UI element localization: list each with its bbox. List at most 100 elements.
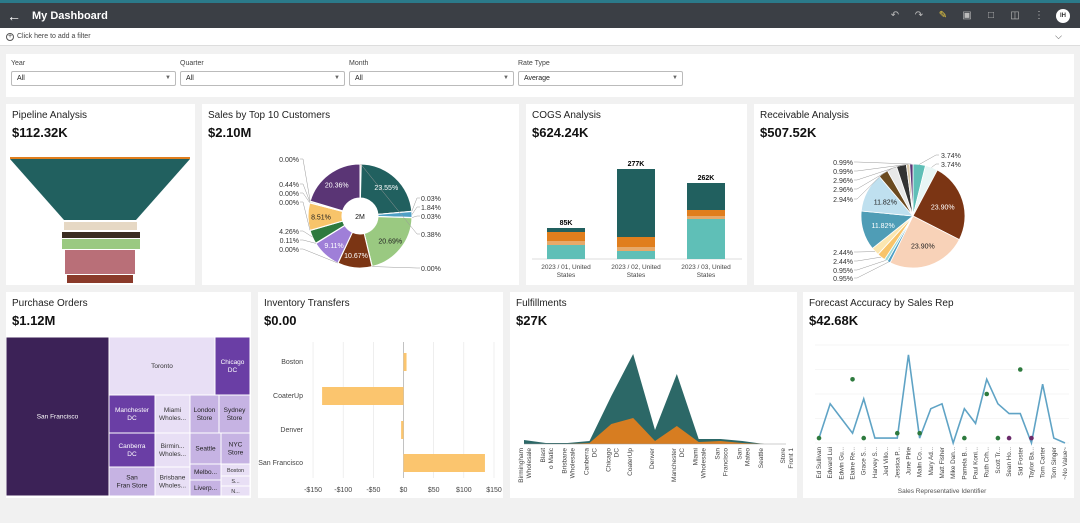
leader-line[interactable]: [411, 215, 420, 218]
treemap-cell[interactable]: [189, 432, 222, 465]
donut-slice[interactable]: [309, 163, 361, 212]
add-filter-icon[interactable]: +: [6, 32, 14, 41]
leader-line[interactable]: [854, 161, 912, 165]
comment-icon[interactable]: □: [987, 10, 995, 21]
purchase-card[interactable]: Purchase Orders $1.12M San Francisco Toro…: [6, 292, 251, 498]
leader-line[interactable]: [854, 173, 884, 200]
inventory-bar[interactable]: [322, 387, 404, 405]
year-select[interactable]: All ▼: [11, 71, 176, 86]
leader-line[interactable]: [300, 248, 338, 264]
treemap-cell[interactable]: [220, 432, 251, 465]
export-icon[interactable]: ◫: [1010, 10, 1020, 21]
funnel-stage[interactable]: [10, 159, 190, 220]
cogs-bar-segment[interactable]: [687, 183, 725, 210]
cogs-bar-segment[interactable]: [547, 232, 585, 241]
quarter-select[interactable]: All ▼: [180, 71, 345, 86]
cogs-bar-segment[interactable]: [687, 219, 725, 259]
cogs-bar-segment[interactable]: [617, 251, 655, 259]
treemap-cell[interactable]: [220, 485, 251, 497]
forecast-dot[interactable]: [850, 377, 855, 382]
funnel-stage[interactable]: [62, 232, 140, 238]
cogs-bar-segment[interactable]: [547, 241, 585, 245]
fulfillments-card[interactable]: Fulfillments $27K Birmingham Wholesale Bla…: [510, 292, 797, 498]
leader-line[interactable]: [411, 197, 420, 212]
treemap-cell[interactable]: [108, 394, 156, 434]
cogs-bar-segment[interactable]: [617, 237, 655, 247]
leader-line[interactable]: [854, 256, 882, 262]
forecast-dot[interactable]: [995, 435, 1001, 441]
leader-line[interactable]: [931, 163, 939, 168]
filter-funnel-icon[interactable]: ⌵: [1055, 31, 1062, 41]
leader-line[interactable]: [300, 239, 316, 244]
treemap-cell[interactable]: [108, 432, 156, 468]
funnel-stage[interactable]: [62, 239, 140, 249]
forecast-dot[interactable]: [861, 435, 867, 441]
leader-line[interactable]: [300, 158, 311, 202]
inventory-bar[interactable]: [403, 454, 485, 472]
pie-slice[interactable]: [889, 215, 960, 269]
inventory-card[interactable]: Inventory Transfers $0.00 -$150 -$100 -$50…: [258, 292, 503, 498]
leader-line[interactable]: [300, 192, 310, 203]
treemap-cell[interactable]: [218, 394, 251, 434]
funnel-stage[interactable]: [67, 275, 133, 283]
forecast-dot[interactable]: [816, 435, 822, 441]
treemap-cell[interactable]: [6, 336, 110, 497]
present-icon[interactable]: ▣: [962, 10, 972, 21]
redo-icon[interactable]: ↷: [914, 10, 924, 21]
cogs-card[interactable]: COGS Analysis $624.24K 85K 2023 / 01, Uni…: [526, 104, 747, 285]
cogs-bar-segment[interactable]: [617, 247, 655, 251]
inventory-bar[interactable]: [401, 421, 404, 439]
treemap-cell[interactable]: [154, 432, 191, 468]
treemap-cell[interactable]: [154, 394, 191, 434]
undo-icon[interactable]: ↶: [890, 10, 900, 21]
leader-line[interactable]: [854, 163, 909, 172]
more-icon[interactable]: ⋮: [1034, 10, 1044, 21]
treemap-cell[interactable]: [189, 394, 220, 434]
edit-icon[interactable]: ✎: [938, 10, 948, 21]
forecast-dot[interactable]: [984, 391, 990, 397]
leader-line[interactable]: [854, 168, 893, 190]
forecast-line[interactable]: [818, 354, 1066, 446]
treemap-cell[interactable]: [108, 466, 156, 497]
treemap-cell[interactable]: [214, 336, 251, 396]
cogs-bar-segment[interactable]: [547, 245, 585, 259]
leader-line[interactable]: [300, 201, 311, 231]
rate-type-select[interactable]: Average ▼: [518, 71, 683, 86]
forecast-dot[interactable]: [962, 435, 967, 441]
forecast-dot[interactable]: [917, 430, 922, 436]
forecast-dot[interactable]: [1017, 367, 1023, 372]
donut-slice[interactable]: [363, 216, 413, 268]
funnel-stage[interactable]: [65, 250, 135, 274]
cogs-bar-segment[interactable]: [547, 228, 585, 232]
leader-line[interactable]: [411, 206, 420, 215]
forecast-dot[interactable]: [1029, 435, 1034, 441]
treemap-cell[interactable]: [108, 336, 216, 396]
receivable-card[interactable]: Receivable Analysis $507.52K 23.90% 23.90…: [754, 104, 1074, 285]
leader-line[interactable]: [372, 266, 420, 269]
cogs-bar-segment[interactable]: [687, 210, 725, 216]
leader-line[interactable]: [854, 165, 902, 181]
pipeline-card[interactable]: Pipeline Analysis $112.32K: [6, 104, 195, 285]
leader-line[interactable]: [300, 230, 313, 238]
customers-card[interactable]: Sales by Top 10 Customers $2.10M 23.55% 2…: [202, 104, 519, 285]
forecast-card[interactable]: Forecast Accuracy by Sales Rep $42.68K E…: [803, 292, 1074, 498]
month-select[interactable]: All ▼: [349, 71, 514, 86]
add-filter-link[interactable]: Click here to add a filter: [17, 33, 91, 40]
forecast-dot[interactable]: [894, 430, 900, 436]
avatar[interactable]: IH: [1056, 8, 1070, 23]
donut-slice[interactable]: [359, 163, 362, 199]
leader-line[interactable]: [854, 261, 889, 279]
donut-slice[interactable]: [359, 163, 413, 215]
fulfillment-area[interactable]: [524, 354, 786, 444]
back-arrow-icon[interactable]: ←: [7, 7, 21, 24]
leader-line[interactable]: [919, 154, 939, 165]
funnel-stage[interactable]: [64, 222, 137, 230]
inventory-bar[interactable]: [403, 353, 407, 371]
leader-line[interactable]: [300, 183, 311, 203]
forecast-dot[interactable]: [1006, 435, 1012, 441]
cogs-bar-segment[interactable]: [617, 169, 655, 237]
cogs-bar-segment[interactable]: [687, 216, 725, 219]
leader-line[interactable]: [854, 260, 886, 271]
treemap-cell[interactable]: [154, 466, 191, 497]
leader-line[interactable]: [360, 163, 420, 235]
